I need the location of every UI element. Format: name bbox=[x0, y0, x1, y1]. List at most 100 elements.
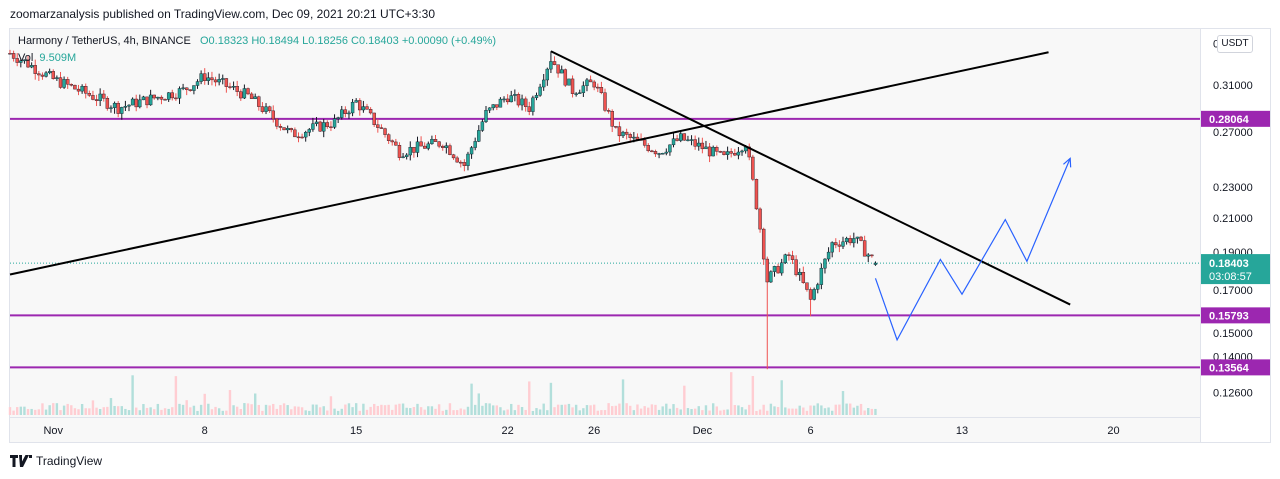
candle-body bbox=[592, 81, 596, 88]
candle-body bbox=[404, 154, 409, 158]
volume-bar bbox=[874, 408, 877, 415]
x-tick-label-1: 8 bbox=[202, 425, 208, 437]
volume-bar bbox=[589, 405, 592, 415]
volume-bar bbox=[362, 403, 365, 415]
candle-body bbox=[484, 110, 488, 122]
y-tick-label-7: 0.15000 bbox=[1213, 328, 1253, 340]
candle-body bbox=[826, 251, 831, 260]
footer-branding[interactable]: TradingView bbox=[10, 454, 102, 468]
volume-bar bbox=[459, 408, 462, 415]
candle-body bbox=[217, 79, 221, 83]
volume-bar bbox=[838, 404, 841, 415]
x-tick-label-3: 22 bbox=[502, 425, 514, 437]
volume-bar bbox=[196, 410, 199, 415]
candle-body bbox=[545, 68, 550, 81]
candle-body bbox=[707, 146, 712, 157]
candle-body bbox=[228, 86, 232, 88]
candle-body bbox=[329, 126, 333, 129]
candle-body bbox=[195, 81, 200, 86]
volume-bar bbox=[272, 403, 275, 415]
candle-body bbox=[73, 84, 77, 90]
candle-body bbox=[303, 132, 308, 138]
volume-bar bbox=[636, 404, 639, 415]
candle-body bbox=[84, 86, 88, 94]
candle-body bbox=[549, 61, 553, 70]
volume-bar bbox=[535, 408, 538, 415]
candle-body bbox=[455, 157, 459, 163]
x-tick-label-5: Dec bbox=[693, 425, 713, 437]
candle-body bbox=[433, 139, 438, 142]
volume-bar bbox=[340, 408, 343, 415]
candle-body bbox=[819, 267, 824, 285]
candle-body bbox=[870, 254, 874, 257]
candle-body bbox=[473, 141, 477, 148]
y-tick-label-6: 0.17000 bbox=[1213, 285, 1253, 297]
candle-body bbox=[289, 128, 293, 131]
volume-bar bbox=[517, 404, 520, 415]
candle-body bbox=[808, 289, 813, 300]
candle-body bbox=[632, 136, 636, 139]
candle-body bbox=[722, 151, 726, 155]
volume-bar bbox=[44, 409, 48, 415]
volume-bar bbox=[290, 409, 293, 415]
candle-body bbox=[249, 93, 254, 99]
candle-body bbox=[805, 282, 809, 290]
volume-bar bbox=[412, 406, 416, 415]
candle-body bbox=[361, 106, 366, 111]
volume-bar bbox=[398, 403, 401, 415]
candle-body bbox=[505, 98, 510, 103]
volume-bar bbox=[297, 406, 300, 415]
volume-bar bbox=[62, 405, 66, 415]
volume-bar bbox=[816, 403, 819, 415]
last-price-badge bbox=[1201, 254, 1270, 285]
volume-bar bbox=[336, 410, 340, 415]
candle-body bbox=[15, 58, 19, 63]
volume-bar bbox=[416, 403, 419, 415]
currency-button[interactable]: USDT bbox=[1217, 35, 1253, 53]
volume-bar bbox=[41, 403, 44, 415]
candle-body bbox=[152, 94, 156, 99]
candle-body bbox=[830, 242, 834, 253]
candle-body bbox=[848, 238, 852, 244]
volume-bar bbox=[538, 409, 542, 415]
volume-bar bbox=[726, 409, 729, 415]
level-badge-0 bbox=[1201, 110, 1270, 127]
volume-bar bbox=[502, 410, 506, 415]
candle-body bbox=[394, 141, 398, 146]
volume-bar bbox=[578, 410, 581, 415]
candle-body bbox=[11, 53, 16, 59]
candle-body bbox=[33, 65, 37, 74]
candle-body bbox=[62, 79, 66, 88]
candle-body bbox=[224, 78, 229, 87]
volume-bar bbox=[373, 403, 376, 415]
candle-body bbox=[527, 106, 531, 112]
level-label-1: 0.15793 bbox=[1209, 310, 1249, 322]
candle-body bbox=[253, 96, 257, 99]
volume-bar bbox=[805, 410, 809, 415]
volume-bar bbox=[145, 407, 149, 415]
candle-body bbox=[754, 179, 759, 210]
volume-bar bbox=[174, 376, 178, 415]
volume-bar bbox=[661, 406, 664, 415]
volume-bar bbox=[499, 407, 502, 415]
volume-bar bbox=[77, 409, 80, 415]
candle-body bbox=[358, 100, 362, 111]
candle-body bbox=[318, 121, 322, 132]
candle-body bbox=[567, 78, 571, 86]
candle-body bbox=[606, 110, 611, 112]
volume-bar bbox=[830, 410, 834, 415]
volume-bar bbox=[261, 410, 264, 415]
volume-bar bbox=[755, 410, 758, 415]
volume-bar bbox=[315, 404, 318, 415]
volume-bar bbox=[657, 409, 661, 415]
volume-bar bbox=[210, 409, 214, 415]
volume-bar bbox=[275, 408, 279, 415]
level-badge-2 bbox=[1201, 359, 1270, 376]
volume-bar bbox=[607, 403, 610, 415]
candle-body bbox=[599, 87, 604, 93]
candle-body bbox=[660, 153, 665, 155]
volume-bar bbox=[470, 383, 473, 415]
candle-body bbox=[213, 79, 218, 83]
candle-body bbox=[509, 95, 513, 103]
